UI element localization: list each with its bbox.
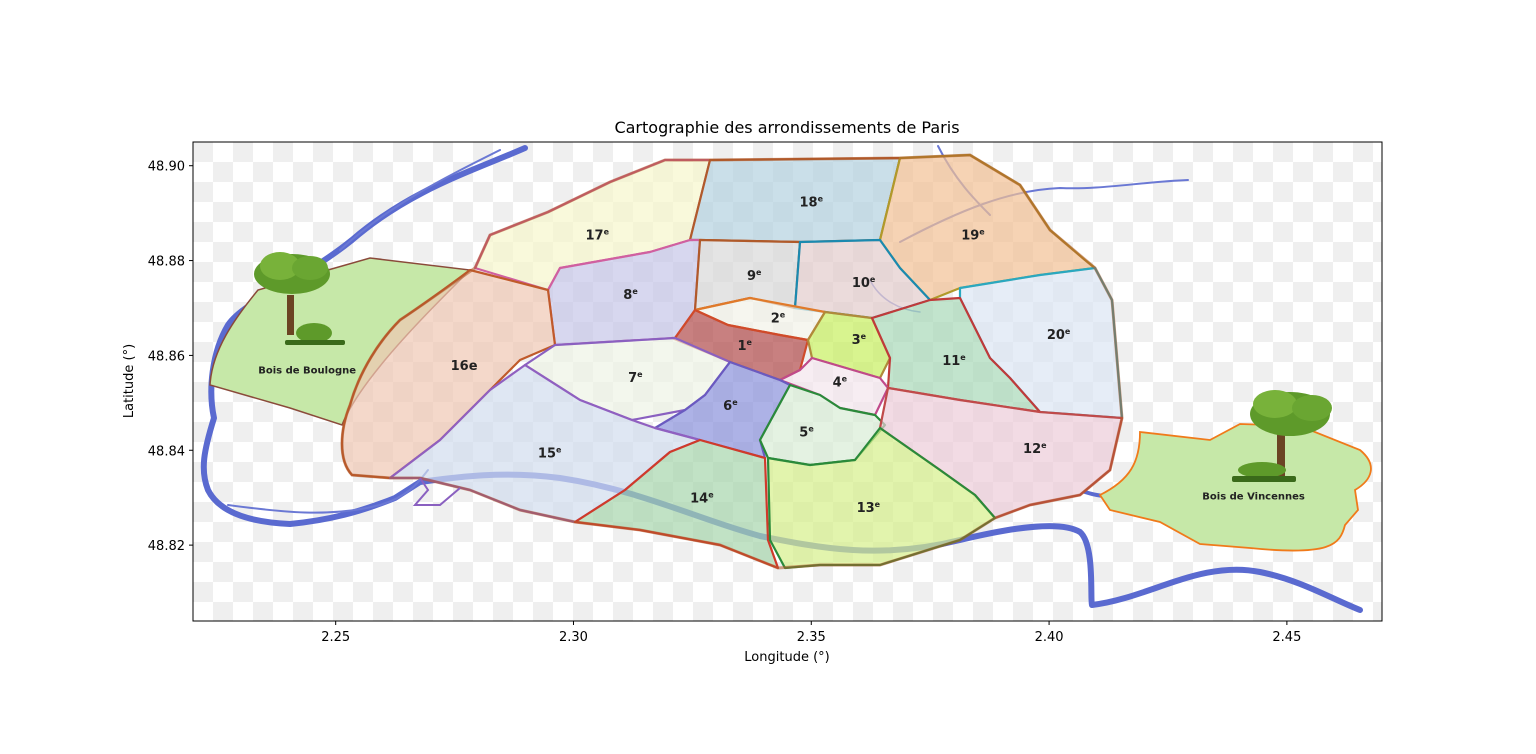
y-tick-label: 48.82: [148, 539, 185, 554]
arrondissement-number: 9: [747, 269, 756, 284]
arrondissement-number: 4: [833, 376, 842, 391]
arrondissement-suffix: e: [808, 424, 814, 433]
arrondissement-number: 8: [623, 288, 632, 303]
arrondissement-label-5: 5e: [799, 424, 814, 440]
arrondissement-number: 19: [961, 228, 979, 243]
arrondissement-number: 2: [771, 311, 780, 326]
y-axis: 48.82 48.84 48.86 48.88 48.90: [148, 160, 193, 554]
y-axis-title: Latitude (°): [122, 344, 137, 418]
arrondissement-labels: 1e2e3e4e5e6e7e8e9e10e11e12e13e14e15e16e1…: [451, 194, 1071, 516]
parks: [209, 252, 1372, 552]
y-tick-label: 48.84: [148, 444, 185, 459]
arrondissement-label-1: 1e: [737, 338, 752, 354]
tree-icon: [1232, 390, 1332, 482]
seine-branch: [227, 469, 429, 514]
park-labels: Bois de Boulogne Bois de Vincennes: [258, 366, 1305, 503]
paris-boundary: [340, 153, 1124, 570]
x-tick-label: 2.35: [797, 630, 826, 645]
arrondissement-suffix: e: [979, 227, 985, 236]
arrondissement-suffix: e: [861, 332, 867, 341]
arrondissement-suffix: e: [747, 338, 753, 347]
arrondissement-label-2: 2e: [771, 310, 786, 326]
arrondissement-suffix: e: [604, 227, 610, 236]
arrondissement-number: 12: [1023, 442, 1041, 457]
arrondissement-label-15: 15e: [538, 446, 562, 462]
y-tick-label: 48.88: [148, 255, 185, 270]
arrondissement-number: 13: [857, 501, 875, 516]
arrondissement-suffix: e: [818, 194, 824, 203]
arrondissement-label-16: 16e: [451, 359, 478, 374]
arrondissement-label-14: 14e: [690, 491, 714, 507]
arrondissement-number: 10: [852, 276, 870, 291]
tree-icon: [254, 252, 345, 345]
arrondissement-suffix: e: [732, 398, 738, 407]
park-label-vincennes: Bois de Vincennes: [1202, 491, 1305, 502]
arrondissement-number: 17: [585, 228, 603, 243]
x-tick-label: 2.30: [559, 630, 588, 645]
arrondissement-label-17: 17e: [585, 227, 609, 243]
arrondissement-label-13: 13e: [857, 500, 881, 516]
arrondissement-suffix: e: [1065, 327, 1071, 336]
arrondissement-18[interactable]: [688, 156, 902, 244]
arrondissement-suffix: e: [1041, 441, 1047, 450]
arrondissement-label-18: 18e: [800, 194, 824, 210]
arrondissement-suffix: e: [708, 491, 714, 500]
arrondissement-number: 18: [800, 195, 818, 210]
arrondissement-suffix: e: [870, 275, 876, 284]
arrondissement-label-19: 19e: [961, 227, 985, 243]
x-tick-label: 2.40: [1035, 630, 1064, 645]
arrondissement-suffix: e: [637, 370, 643, 379]
x-tick-label: 2.45: [1272, 630, 1301, 645]
axes-frame: [192, 141, 1383, 622]
arrondissement-label-7: 7e: [628, 370, 643, 386]
arrondissement-number: 7: [628, 371, 637, 386]
arrondissement-number: 1: [737, 339, 746, 354]
arrondissement-suffix: e: [632, 287, 638, 296]
periph-segment: [412, 477, 461, 506]
arrondissement-number: 15: [538, 447, 556, 462]
arrondissement-label-3: 3e: [852, 332, 867, 348]
arrondissement-suffix: e: [875, 500, 881, 509]
plot-title: Cartographie des arrondissements de Pari…: [614, 118, 959, 137]
arrondissement-label-12: 12e: [1023, 441, 1047, 457]
seine-branch-north: [339, 149, 501, 251]
arrondissement-suffix: e: [556, 446, 562, 455]
arrondissement-suffix: e: [842, 375, 848, 384]
bois-de-vincennes: [1098, 423, 1372, 552]
arrondissement-number: 6: [723, 399, 732, 414]
arrondissement-label-11: 11e: [942, 353, 966, 369]
arrondissement-number: 5: [799, 425, 808, 440]
arrondissement-number: 14: [690, 492, 708, 507]
arrondissement-11[interactable]: [870, 296, 1042, 414]
arrondissement-suffix: e: [780, 310, 786, 319]
arrondissement-label-4: 4e: [833, 375, 848, 391]
arrondissement-label-6: 6e: [723, 398, 738, 414]
arrondissement-label-8: 8e: [623, 287, 638, 303]
x-axis: 2.25 2.30 2.35 2.40 2.45: [321, 621, 1301, 645]
y-tick-label: 48.86: [148, 349, 185, 364]
arrondissement-number: 3: [852, 333, 861, 348]
arrondissement-number: 20: [1047, 328, 1065, 343]
arrondissement-suffix: e: [756, 268, 762, 277]
arrondissement-label-9: 9e: [747, 268, 762, 284]
x-axis-title: Longitude (°): [744, 650, 829, 665]
arrondissements: [341, 153, 1124, 570]
park-label-boulogne: Bois de Boulogne: [258, 366, 356, 377]
arrondissement-number: 11: [942, 354, 960, 369]
arrondissement-number: 16e: [451, 359, 478, 374]
arrondissement-label-20: 20e: [1047, 327, 1071, 343]
y-tick-label: 48.90: [148, 160, 185, 175]
x-tick-label: 2.25: [321, 630, 350, 645]
arrondissement-label-10: 10e: [852, 275, 876, 291]
arrondissement-suffix: e: [960, 353, 966, 362]
